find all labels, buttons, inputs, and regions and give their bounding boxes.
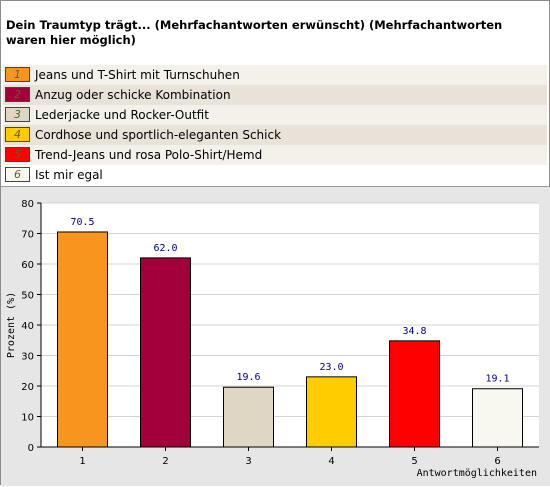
- y-tick-label: 60: [21, 260, 34, 271]
- bar-2: [140, 257, 191, 448]
- x-tick-label: 2: [162, 456, 168, 467]
- y-tick-label: 10: [21, 413, 34, 424]
- legend-swatch-5: 5: [5, 147, 30, 162]
- bar-value-label: 23.0: [319, 362, 343, 373]
- bar-value-label: 34.8: [402, 326, 426, 337]
- legend-label-2: Anzug oder schicke Kombination: [35, 88, 231, 102]
- y-tick-label: 50: [21, 291, 34, 302]
- legend-item-6: 6 Ist mir egal: [3, 165, 547, 185]
- legend-item-1: 1 Jeans und T-Shirt mit Turnschuhen: [3, 65, 547, 85]
- legend-swatch-6: 6: [5, 167, 30, 182]
- legend-item-4: 4 Cordhose und sportlich-eleganten Schic…: [3, 125, 547, 145]
- y-axis-title: Prozent (%): [6, 292, 17, 358]
- bar-value-label: 19.1: [485, 374, 509, 385]
- chart-area: 0 10 20 30 40 50 60 70 80 70.5 1 62.0 2 19.6 3 23.0 4 34.…: [1, 186, 550, 486]
- bar-3: [223, 386, 274, 448]
- bar-6: [472, 388, 523, 448]
- x-tick-label: 5: [411, 456, 417, 467]
- legend-item-3: 3 Lederjacke und Rocker-Outfit: [3, 105, 547, 125]
- legend-swatch-3: 3: [5, 107, 30, 122]
- legend-label-3: Lederjacke und Rocker-Outfit: [35, 108, 209, 122]
- x-tick-label: 6: [494, 456, 500, 467]
- bar-value-label: 62.0: [153, 243, 177, 254]
- y-tick-label: 20: [21, 382, 34, 393]
- legend-label-1: Jeans und T-Shirt mit Turnschuhen: [35, 68, 240, 82]
- bar-4: [306, 376, 357, 448]
- y-tick-label: 40: [21, 321, 34, 332]
- legend-swatch-4: 4: [5, 127, 30, 142]
- bar-value-label: 19.6: [236, 372, 260, 383]
- y-tick-label: 70: [21, 230, 34, 241]
- bar-1: [57, 231, 108, 448]
- legend-swatch-1: 1: [5, 67, 30, 82]
- legend-label-4: Cordhose und sportlich-eleganten Schick: [35, 128, 282, 142]
- y-tick-label: 80: [21, 199, 34, 210]
- bar-chart: 0 10 20 30 40 50 60 70 80 70.5 1 62.0 2 19.6 3 23.0 4 34.…: [6, 199, 539, 479]
- y-tick-label: 30: [21, 352, 34, 363]
- legend-swatch-2: 2: [5, 87, 30, 102]
- y-tick-label: 0: [28, 443, 34, 454]
- legend-label-5: Trend-Jeans und rosa Polo-Shirt/Hemd: [35, 148, 263, 162]
- chart-title: Dein Traumtyp trägt... (Mehrfachantworte…: [6, 18, 503, 47]
- bar-5: [389, 340, 440, 448]
- legend-label-6: Ist mir egal: [35, 168, 103, 182]
- bar-value-label: 70.5: [70, 217, 94, 228]
- x-tick-label: 3: [245, 456, 251, 467]
- x-tick-label: 4: [328, 456, 334, 467]
- x-axis-title: Antwortmöglichkeiten: [417, 468, 537, 479]
- x-tick-label: 1: [79, 456, 85, 467]
- legend: 1 Jeans und T-Shirt mit Turnschuhen 2 An…: [3, 65, 547, 185]
- legend-item-5: 5 Trend-Jeans und rosa Polo-Shirt/Hemd: [3, 145, 547, 165]
- legend-item-2: 2 Anzug oder schicke Kombination: [3, 85, 547, 105]
